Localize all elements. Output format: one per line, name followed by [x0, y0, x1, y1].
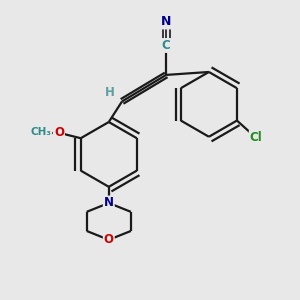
Text: O: O	[104, 233, 114, 246]
Text: Cl: Cl	[250, 131, 262, 144]
Text: CH₃: CH₃	[31, 127, 52, 137]
Text: O: O	[54, 126, 64, 139]
Text: C: C	[162, 39, 171, 52]
Text: N: N	[161, 15, 171, 28]
Text: H: H	[105, 86, 115, 99]
Text: N: N	[104, 196, 114, 209]
